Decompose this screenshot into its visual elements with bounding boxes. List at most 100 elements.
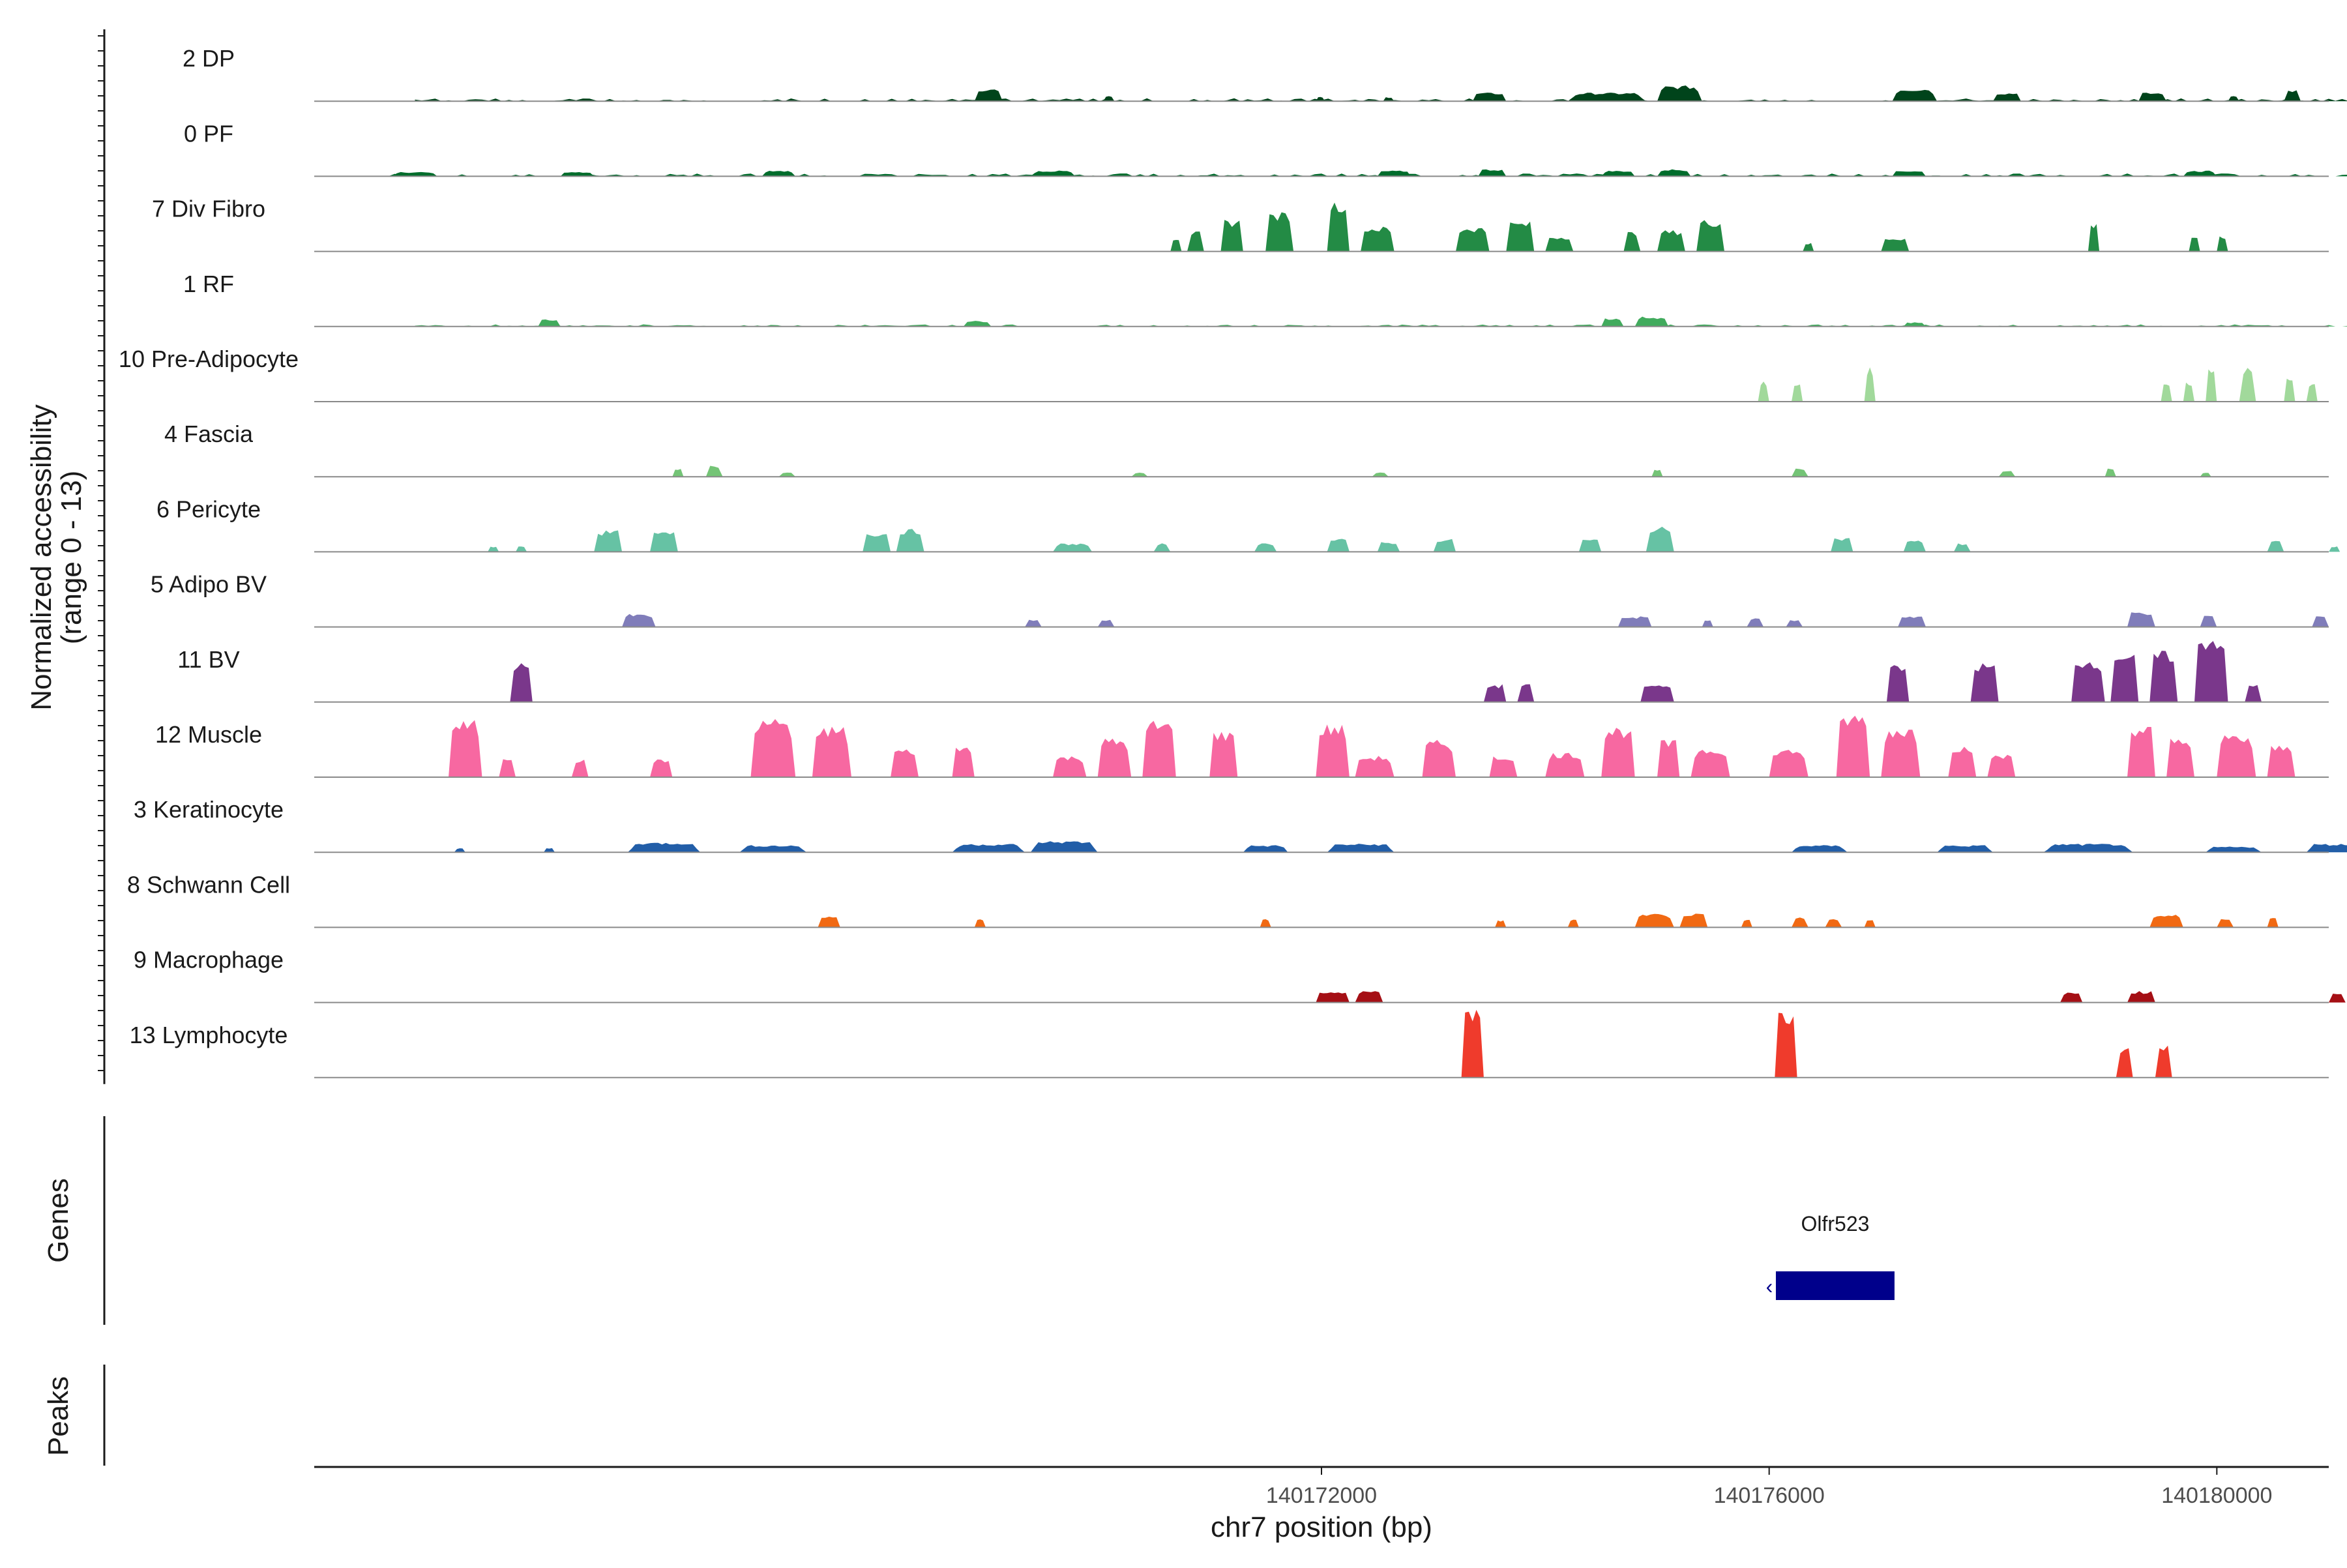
- coverage-peak: [594, 531, 622, 552]
- coverage-peak: [1618, 616, 1652, 627]
- coverage-peak: [2200, 616, 2217, 627]
- coverage-peak: [510, 663, 532, 702]
- coverage-peak: [975, 919, 986, 927]
- coverage-peak: [706, 466, 723, 477]
- coverage-peak: [1316, 724, 1349, 777]
- coverage-peak: [1568, 920, 1579, 928]
- gene-body: [1776, 1271, 1895, 1300]
- coverage-peak: [1187, 231, 1204, 252]
- coverage-peak: [1378, 171, 1411, 177]
- coverage-peak: [762, 171, 796, 176]
- coverage-peak: [1154, 543, 1171, 552]
- coverage-peak: [1837, 716, 1870, 777]
- coverage-peak: [2267, 746, 2295, 777]
- coverage-peak: [1831, 538, 1853, 552]
- coverage-peak: [1769, 750, 1808, 777]
- track-0-pf: 0 PF: [184, 120, 2347, 176]
- coverage-peak: [1601, 318, 1623, 326]
- coverage-peak: [672, 469, 683, 477]
- gene-label: Olfr523: [1801, 1212, 1869, 1235]
- coverage-peak: [2127, 727, 2155, 777]
- coverage-peak: [1490, 756, 1518, 777]
- coverage-peak: [1893, 90, 1938, 101]
- coverage-peak: [2189, 238, 2200, 252]
- coverage-peak: [1646, 527, 1674, 552]
- coverage-peak: [1495, 921, 1506, 928]
- coverage-peak: [1702, 621, 1713, 627]
- coverage-peak: [1657, 230, 1685, 252]
- coverage-peak: [1657, 85, 1702, 101]
- coverage-peak: [650, 760, 672, 777]
- coverage-peak: [1243, 845, 1288, 852]
- peaks-panel-label: Peaks: [42, 1376, 74, 1456]
- coverage-peak: [1355, 991, 1383, 1002]
- coverage-peak: [896, 529, 924, 552]
- coverage-peak: [1601, 728, 1635, 777]
- track-label: 4 Fascia: [164, 421, 254, 447]
- coverage-peak: [1640, 685, 1674, 702]
- track-9-macrophage: 9 Macrophage: [134, 947, 2347, 1003]
- coverage-peak: [1361, 227, 1395, 252]
- track-label: 9 Macrophage: [134, 947, 284, 973]
- coverage-peak: [1456, 228, 1490, 252]
- coverage-peak: [2060, 993, 2082, 1003]
- coverage-peak: [1545, 238, 1573, 252]
- coverage-peak: [2166, 739, 2194, 777]
- x-axis-title: chr7 position (bp): [1211, 1511, 1432, 1543]
- coverage-peak: [812, 727, 851, 777]
- coverage-peak: [1170, 240, 1181, 252]
- coverage-peak: [1601, 171, 1635, 176]
- track-label: 1 RF: [183, 271, 234, 297]
- track-12-muscle: 12 Muscle: [155, 716, 2329, 777]
- coverage-peak: [2284, 379, 2295, 402]
- track-5-adipo-bv: 5 Adipo BV: [151, 571, 2347, 627]
- coverage-peak: [1865, 921, 1876, 928]
- coverage-peak: [1657, 740, 1679, 777]
- coverage-peak: [516, 546, 527, 552]
- coverage-peak: [1881, 730, 1920, 777]
- coverage-peak: [1999, 471, 2016, 477]
- track-label: 6 Pericyte: [156, 496, 261, 522]
- coverage-peak: [1478, 170, 1506, 177]
- coverage-peak: [1423, 740, 1456, 777]
- track-label: 10 Pre-Adipocyte: [119, 346, 299, 372]
- coverage-peak: [964, 321, 992, 327]
- track-label: 3 Keratinocyte: [134, 796, 284, 823]
- x-tick-label: 140172000: [1266, 1483, 1377, 1508]
- coverage-peak: [449, 720, 482, 778]
- coverage-peak: [1679, 913, 1707, 927]
- coverage-peak: [2267, 541, 2284, 552]
- coverage-peak: [2267, 918, 2279, 927]
- coverage-peak: [863, 534, 891, 552]
- coverage-peak: [1792, 469, 1808, 477]
- coverage-peak: [2183, 383, 2194, 402]
- coverage-peak: [1098, 620, 1115, 627]
- coverage-peak: [975, 89, 1003, 101]
- coverage-peak: [2194, 641, 2228, 702]
- track-label: 8 Schwann Cell: [127, 871, 290, 898]
- coverage-peak: [1937, 845, 1993, 852]
- coverage-peak: [650, 533, 678, 552]
- coverage-peak: [1881, 239, 1909, 251]
- coverage-peak: [1803, 243, 1814, 252]
- track-label: 11 BV: [177, 646, 239, 673]
- track-6-pericyte: 6 Pericyte: [156, 496, 2347, 552]
- coverage-peak: [1651, 470, 1662, 477]
- coverage-peak: [488, 547, 499, 552]
- coverage-peak: [1971, 663, 1999, 702]
- coverage-peak: [1327, 203, 1350, 252]
- coverage-peak: [1473, 93, 1507, 101]
- coverage-peak: [1865, 367, 1876, 402]
- coverage-peak: [1635, 317, 1669, 327]
- coverage-peak: [1758, 381, 1769, 402]
- coverage-peak: [2245, 685, 2262, 702]
- coverage-peak: [1053, 544, 1092, 552]
- coverage-peak: [1221, 220, 1243, 251]
- coverage-peak: [2138, 93, 2166, 101]
- coverage-peak: [1327, 539, 1350, 552]
- coverage-peak: [1434, 539, 1456, 552]
- track-label: 2 DP: [183, 45, 235, 72]
- coverage-peak: [1031, 171, 1076, 177]
- track-13-lymphocyte: 13 Lymphocyte: [130, 1010, 2329, 1078]
